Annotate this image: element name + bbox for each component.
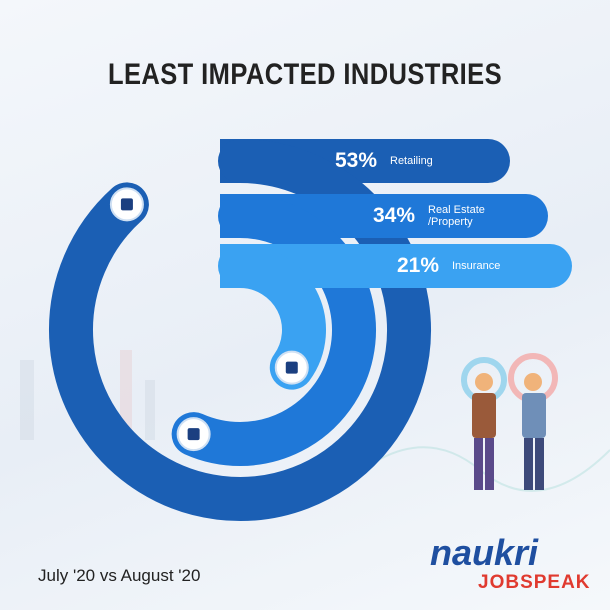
chart-title: LEAST IMPACTED INDUSTRIES [107, 58, 503, 91]
icon-glyph [285, 361, 298, 374]
category-label: Real Estate /Property [428, 204, 485, 228]
chart-subtitle: July '20 vs August '20 [38, 566, 201, 585]
arc [218, 244, 326, 390]
arc [171, 194, 376, 466]
icon-glyph [120, 198, 133, 211]
logo-brand: naukri [430, 532, 539, 573]
category-label: Retailing [390, 155, 433, 167]
logo-product: JOBSPEAK [478, 572, 591, 593]
icon-glyph [187, 428, 200, 441]
value-label: 21% [397, 254, 440, 277]
value-label: 53% [335, 149, 378, 172]
label-bar [220, 244, 572, 288]
category-label: Insurance [452, 260, 501, 272]
value-label: 34% [373, 204, 416, 227]
people-illustration [461, 353, 558, 490]
